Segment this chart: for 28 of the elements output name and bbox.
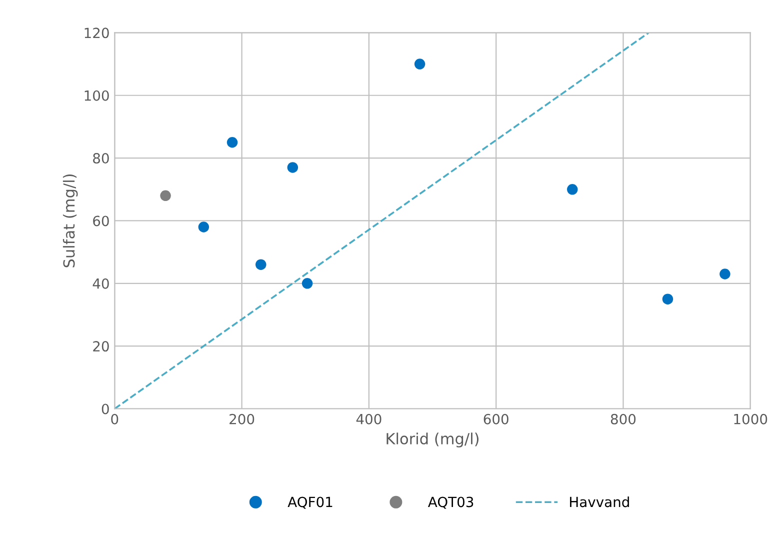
y-tick-label: 0	[102, 404, 109, 414]
y-tick-label: 20	[93, 341, 109, 352]
legend-label: Havvand	[570, 496, 629, 508]
y-axis-title: Sulfat (mg/l)	[62, 174, 78, 268]
y-tick-label: 40	[92, 278, 109, 289]
point	[302, 278, 313, 289]
point	[414, 58, 426, 70]
point	[226, 137, 238, 148]
y-tick-label: 60	[93, 216, 109, 226]
x-tick-label: 1000	[734, 414, 768, 424]
point	[198, 222, 210, 232]
legend-label: AQF01	[288, 496, 332, 509]
y-tick-label: 80	[93, 153, 109, 164]
y-tick-label: 100	[84, 90, 109, 101]
x-tick-label: 400	[356, 414, 382, 424]
x-tick-label: 200	[230, 414, 254, 424]
point	[287, 162, 298, 173]
point	[255, 259, 266, 270]
point	[566, 184, 578, 195]
y-tick-label: 120	[84, 28, 109, 38]
x-tick-label: 0	[111, 414, 118, 424]
point	[662, 294, 674, 304]
x-tick-label: 800	[610, 414, 636, 424]
x-tick-label: 600	[484, 414, 508, 424]
point	[720, 268, 730, 280]
point	[160, 190, 171, 202]
x-axis-title: Klorid (mg/l)	[386, 432, 478, 448]
legend-label: AQT03	[428, 496, 474, 509]
